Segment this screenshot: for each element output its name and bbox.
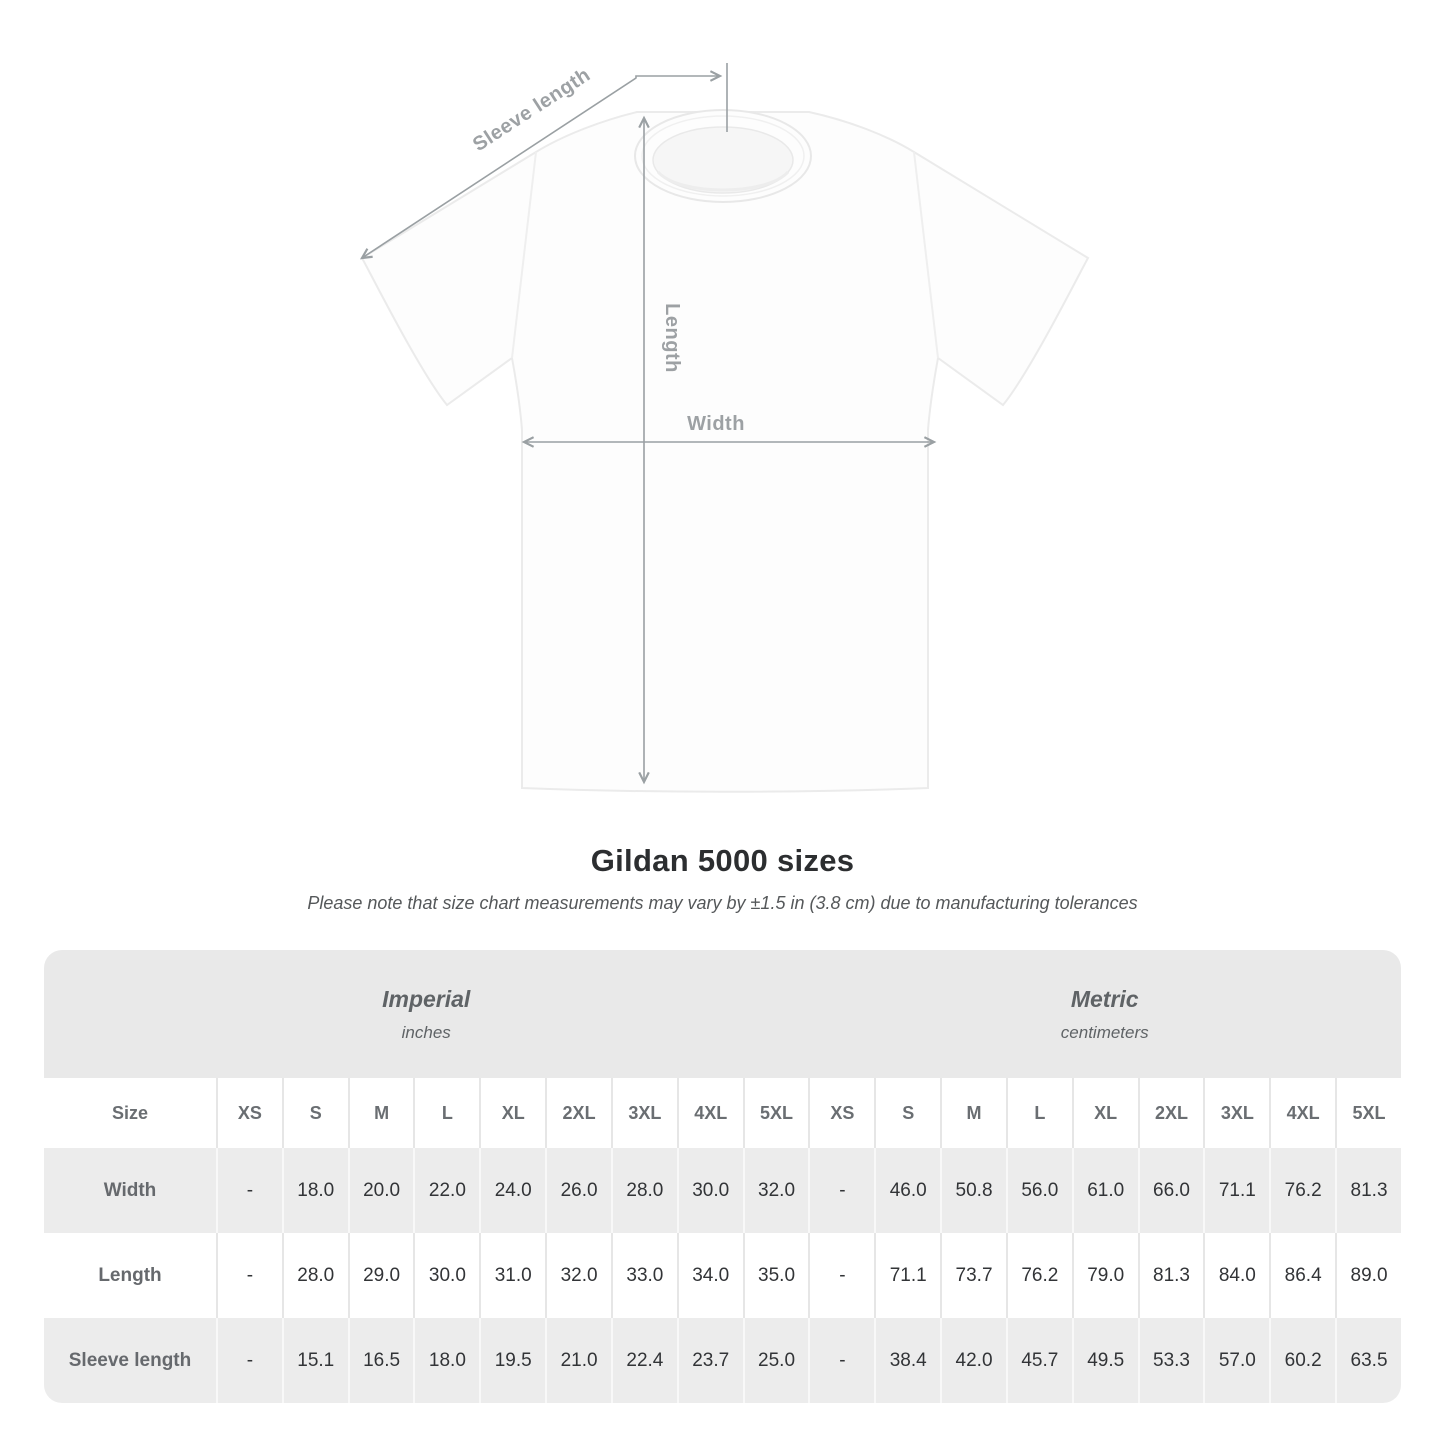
- size-cell-imperial: 4XL: [676, 1078, 743, 1148]
- value-cell-imperial: 19.5: [479, 1318, 546, 1403]
- value-cell-metric: 73.7: [940, 1233, 1006, 1318]
- size-column-header: Size: [44, 1078, 216, 1148]
- value-cell-imperial: 33.0: [610, 1233, 677, 1318]
- value-cell-metric: 71.1: [1203, 1148, 1270, 1233]
- size-cell-imperial: L: [413, 1078, 480, 1148]
- value-cell-metric: 89.0: [1335, 1233, 1401, 1318]
- size-cell-metric: L: [1005, 1078, 1072, 1148]
- size-cell-metric: S: [874, 1078, 941, 1148]
- value-cell-metric: 46.0: [874, 1148, 941, 1233]
- table-row: Width -18.0 20.0 22.0 24.0 26.0 28.0 30.0 32.0-4…: [44, 1148, 1401, 1233]
- size-cell-imperial: XL: [479, 1078, 546, 1148]
- size-cell-metric: M: [940, 1078, 1006, 1148]
- row-label-cell: Length: [44, 1233, 216, 1318]
- size-header-row: Size XS S M L XL 2XL 3XL 4XL 5XL XS S M L XL 2XL 3XL 4XL 5…: [44, 1078, 1401, 1148]
- size-table: Imperial inches Metric centimeters Size X…: [44, 950, 1401, 1403]
- metric-label: Metric: [1070, 985, 1139, 1012]
- value-cell-metric: 50.8: [940, 1148, 1006, 1233]
- value-cell-metric: 81.3: [1335, 1148, 1401, 1233]
- value-cell-metric: 79.0: [1071, 1233, 1138, 1318]
- value-cell-imperial: 32.0: [742, 1148, 809, 1233]
- width-label: Width: [687, 413, 745, 435]
- title-block: Gildan 5000 sizes Please note that size …: [0, 843, 1445, 914]
- table-row: Sleeve length -15.1 16.5 18.0 19.5 21.0 22.4 23…: [44, 1318, 1401, 1403]
- value-cell-metric: -: [808, 1318, 875, 1403]
- value-cell-imperial: 35.0: [742, 1233, 809, 1318]
- metric-group-header: Metric centimeters: [808, 950, 1401, 1078]
- size-cell-imperial: 3XL: [610, 1078, 677, 1148]
- tshirt-right-sleeve-seam: [913, 151, 939, 359]
- unit-group-row: Imperial inches Metric centimeters: [44, 950, 1401, 1078]
- size-cell-metric: 5XL: [1335, 1078, 1401, 1148]
- value-cell-imperial: 31.0: [479, 1233, 546, 1318]
- value-cell-imperial: 18.0: [413, 1318, 480, 1403]
- value-cell-metric: 71.1: [874, 1233, 941, 1318]
- value-cell-imperial: 22.0: [413, 1148, 480, 1233]
- value-cell-metric: 42.0: [940, 1318, 1006, 1403]
- value-cell-imperial: 24.0: [479, 1148, 546, 1233]
- tolerance-note: Please note that size chart measurements…: [307, 893, 1138, 913]
- value-cell-imperial: 21.0: [545, 1318, 611, 1403]
- page-title: Gildan 5000 sizes: [590, 843, 855, 878]
- value-cell-imperial: 25.0: [742, 1318, 809, 1403]
- value-cell-imperial: -: [216, 1148, 282, 1233]
- value-cell-metric: 57.0: [1203, 1318, 1270, 1403]
- value-cell-metric: 45.7: [1005, 1318, 1072, 1403]
- value-cell-metric: 38.4: [874, 1318, 941, 1403]
- value-cell-metric: 81.3: [1137, 1233, 1204, 1318]
- value-cell-imperial: 32.0: [545, 1233, 611, 1318]
- value-cell-imperial: 30.0: [413, 1233, 480, 1318]
- value-cell-metric: 76.2: [1005, 1233, 1072, 1318]
- table-row: Length -28.0 29.0 30.0 31.0 32.0 33.0 34.0 35.0-…: [44, 1233, 1401, 1318]
- value-cell-imperial: 18.0: [281, 1148, 348, 1233]
- size-cell-imperial: M: [347, 1078, 414, 1148]
- value-cell-imperial: 28.0: [281, 1233, 348, 1318]
- row-label-cell: Width: [44, 1148, 216, 1233]
- value-cell-imperial: -: [216, 1233, 282, 1318]
- value-cell-imperial: 16.5: [347, 1318, 414, 1403]
- sleeve-length-arrow: [359, 70, 723, 260]
- size-cell-imperial: 2XL: [545, 1078, 611, 1148]
- value-cell-metric: -: [808, 1148, 875, 1233]
- tshirt-body: [360, 111, 1090, 793]
- size-cell-imperial: XS: [216, 1078, 282, 1148]
- size-cell-metric: 3XL: [1203, 1078, 1270, 1148]
- tshirt-graphic: [360, 109, 1090, 793]
- imperial-sublabel: inches: [401, 1022, 451, 1042]
- value-cell-metric: -: [808, 1233, 875, 1318]
- value-cell-metric: 60.2: [1269, 1318, 1336, 1403]
- value-cell-imperial: 20.0: [347, 1148, 414, 1233]
- value-cell-metric: 61.0: [1071, 1148, 1138, 1233]
- size-cell-metric: XL: [1071, 1078, 1138, 1148]
- value-cell-imperial: 30.0: [676, 1148, 743, 1233]
- size-cell-imperial: 5XL: [742, 1078, 809, 1148]
- value-cell-imperial: 15.1: [281, 1318, 348, 1403]
- length-label: Length: [661, 303, 683, 373]
- value-cell-imperial: 34.0: [676, 1233, 743, 1318]
- value-cell-imperial: 29.0: [347, 1233, 414, 1318]
- size-cell-metric: XS: [808, 1078, 875, 1148]
- value-cell-imperial: 22.4: [610, 1318, 677, 1403]
- row-label-cell: Sleeve length: [44, 1318, 216, 1403]
- value-cell-metric: 49.5: [1071, 1318, 1138, 1403]
- value-cell-metric: 63.5: [1335, 1318, 1401, 1403]
- size-cell-imperial: S: [281, 1078, 348, 1148]
- metric-sublabel: centimeters: [1060, 1022, 1149, 1042]
- value-cell-metric: 56.0: [1005, 1148, 1072, 1233]
- value-cell-metric: 76.2: [1269, 1148, 1336, 1233]
- value-cell-imperial: 26.0: [545, 1148, 611, 1233]
- imperial-group-header: Imperial inches: [44, 950, 809, 1078]
- size-cell-metric: 2XL: [1137, 1078, 1204, 1148]
- value-cell-imperial: 23.7: [676, 1318, 743, 1403]
- value-cell-metric: 84.0: [1203, 1233, 1270, 1318]
- size-cell-metric: 4XL: [1269, 1078, 1336, 1148]
- imperial-label: Imperial: [382, 985, 471, 1012]
- value-cell-imperial: -: [216, 1318, 282, 1403]
- value-cell-metric: 66.0: [1137, 1148, 1204, 1233]
- value-cell-metric: 53.3: [1137, 1318, 1204, 1403]
- tshirt-measurement-diagram: Sleeve length Length Width: [359, 63, 1090, 793]
- value-cell-metric: 86.4: [1269, 1233, 1336, 1318]
- value-cell-imperial: 28.0: [610, 1148, 677, 1233]
